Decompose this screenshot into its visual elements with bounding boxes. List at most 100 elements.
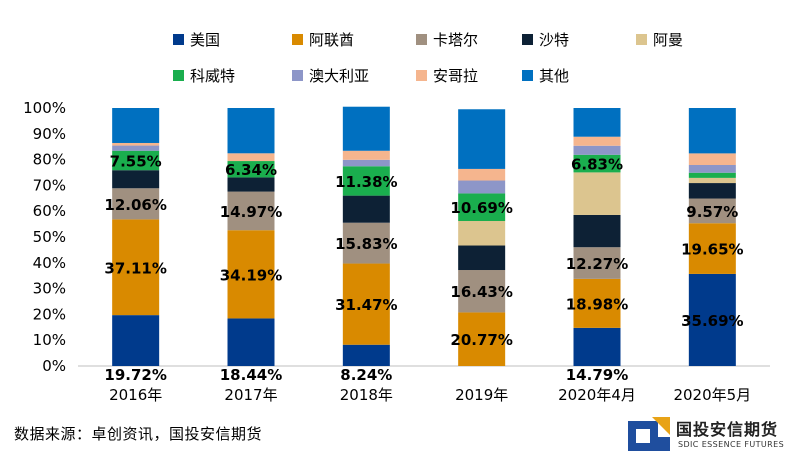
- bar-segment: [227, 161, 275, 178]
- bar-segment: [342, 150, 390, 160]
- bar-segment: [342, 263, 390, 345]
- legend-swatch: [636, 34, 647, 45]
- y-tick-label: 50%: [33, 228, 66, 246]
- bar-segment: [688, 223, 736, 274]
- bar-segment: [458, 270, 506, 313]
- legend-label: 科威特: [190, 67, 235, 85]
- bar-segment: [112, 219, 160, 316]
- bar-segment: [458, 193, 506, 222]
- x-tick-label: 2020年5月: [673, 386, 751, 404]
- data-label: 18.44%: [220, 366, 282, 384]
- bar-segment: [458, 168, 506, 181]
- x-tick-label: 2016年: [109, 386, 162, 404]
- bar-segment: [342, 195, 390, 223]
- legend-label: 美国: [190, 31, 220, 49]
- bar-segment: [112, 315, 160, 366]
- bar-segment: [458, 109, 506, 169]
- bar-segment: [227, 153, 275, 162]
- bar-segment: [112, 108, 160, 143]
- bar-segment: [227, 191, 275, 231]
- bar-segment: [458, 180, 506, 194]
- bar-segment: [688, 164, 736, 173]
- legend-label: 安哥拉: [433, 67, 478, 85]
- bar-segment: [688, 183, 736, 199]
- y-tick-label: 20%: [33, 305, 66, 323]
- data-label: 11.38%: [335, 173, 397, 191]
- legend-label: 阿联酋: [309, 31, 354, 49]
- data-label: 15.83%: [335, 235, 397, 253]
- y-tick-label: 70%: [33, 176, 66, 194]
- bar-segment: [342, 222, 390, 264]
- data-label: 10.69%: [450, 199, 512, 217]
- x-tick-label: 2019年: [455, 386, 508, 404]
- bar-segment: [688, 198, 736, 224]
- logo-english-name: SDIC ESSENCE FUTURES: [678, 440, 785, 449]
- data-label: 6.34%: [225, 161, 277, 179]
- bar-segment: [227, 108, 275, 154]
- bar-segment: [573, 214, 621, 248]
- bar-segment: [227, 177, 275, 192]
- bar-segment: [573, 136, 621, 146]
- bar-segment: [688, 273, 736, 366]
- data-label: 18.98%: [566, 295, 628, 313]
- logo-mark-icon: [628, 417, 670, 451]
- y-tick-label: 90%: [33, 125, 66, 143]
- bar-segment: [342, 159, 390, 167]
- bar-segment: [688, 172, 736, 178]
- bar-segment: [112, 142, 160, 146]
- bar-segment: [342, 106, 390, 151]
- y-tick-label: 80%: [33, 151, 66, 169]
- x-tick-label: 2017年: [224, 386, 277, 404]
- bar-segment: [458, 221, 506, 246]
- legend-label: 澳大利亚: [309, 67, 369, 85]
- data-label: 19.65%: [681, 241, 743, 259]
- x-tick-label: 2018年: [340, 386, 393, 404]
- y-tick-label: 100%: [23, 99, 66, 117]
- data-label: 35.69%: [681, 312, 743, 330]
- legend-swatch: [416, 34, 427, 45]
- y-tick-label: 30%: [33, 280, 66, 298]
- logo-company-name: 国投安信期货: [676, 420, 779, 439]
- legend-swatch: [522, 70, 533, 81]
- legend-label: 卡塔尔: [433, 31, 478, 49]
- legend-label: 其他: [539, 67, 569, 85]
- legend-label: 沙特: [539, 31, 569, 49]
- bar-segment: [688, 153, 736, 165]
- bar-segment: [573, 108, 621, 137]
- bar-segment: [573, 172, 621, 215]
- data-label: 7.55%: [110, 152, 162, 170]
- data-label: 19.72%: [104, 366, 166, 384]
- data-label: 12.06%: [104, 196, 166, 214]
- bar-segment: [573, 145, 621, 155]
- company-logo: 国投安信期货 SDIC ESSENCE FUTURES: [624, 414, 806, 460]
- data-label: 8.24%: [340, 366, 392, 384]
- legend-swatch: [173, 70, 184, 81]
- data-label: 34.19%: [220, 266, 282, 284]
- y-tick-label: 10%: [33, 331, 66, 349]
- y-tick-label: 60%: [33, 202, 66, 220]
- bar-segment: [573, 154, 621, 173]
- source-note: 数据来源：卓创资讯，国投安信期货: [14, 425, 263, 443]
- data-label: 16.43%: [450, 283, 512, 301]
- bar-segment: [573, 327, 621, 366]
- data-label: 12.27%: [566, 255, 628, 273]
- data-label: 14.97%: [220, 203, 282, 221]
- y-tick-label: 40%: [33, 254, 66, 272]
- bar-segment: [112, 170, 160, 189]
- bar-segment: [688, 177, 736, 184]
- legend-swatch: [522, 34, 533, 45]
- bar-segment: [573, 278, 621, 328]
- bar-segment: [227, 318, 275, 366]
- data-label: 9.57%: [686, 203, 738, 221]
- bar-segment: [227, 230, 275, 319]
- legend-swatch: [292, 70, 303, 81]
- bar-segment: [112, 150, 160, 171]
- data-label: 31.47%: [335, 296, 397, 314]
- y-tick-label: 0%: [42, 357, 66, 375]
- bar-segment: [458, 245, 506, 271]
- data-label: 14.79%: [566, 366, 628, 384]
- bar-segment: [112, 188, 160, 220]
- legend-label: 阿曼: [653, 31, 683, 49]
